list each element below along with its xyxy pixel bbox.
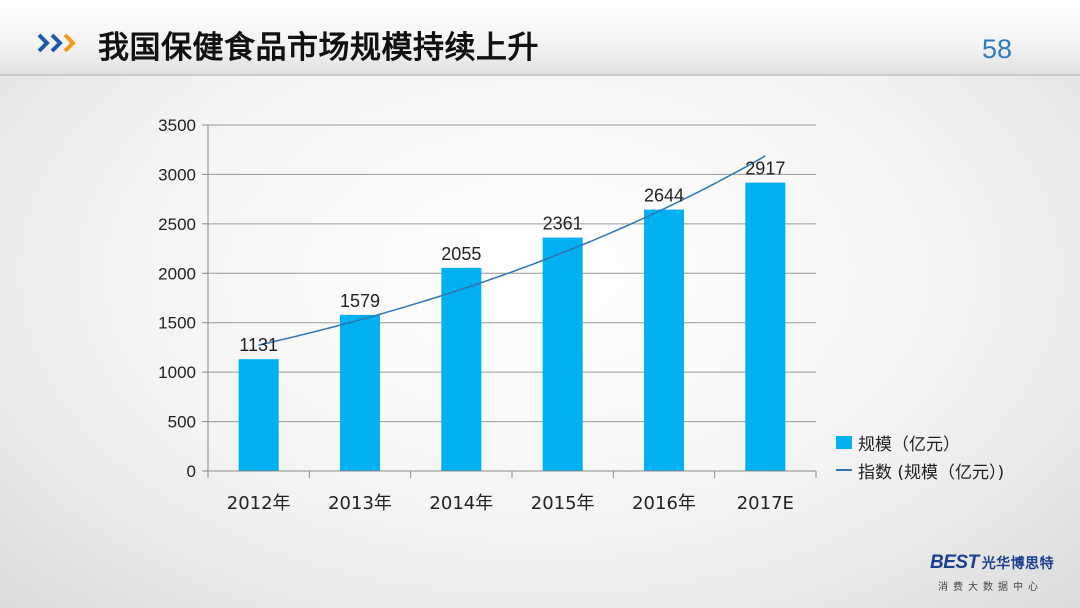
bar [644, 210, 684, 471]
x-tick-label: 2017E [737, 493, 794, 514]
x-tick-label: 2013年 [328, 493, 392, 514]
y-axis-ticks: 0 500 1000 1500 2000 2500 3000 3500 [158, 116, 208, 481]
legend-item-trend: 指数 (规模（亿元）) [836, 456, 1004, 484]
x-tick-label: 2016年 [632, 493, 696, 514]
logo-subtitle: 消费大数据中心 [938, 578, 1070, 593]
logo-name: 光华博思特 [982, 553, 1055, 573]
bar [745, 183, 785, 471]
bar [441, 268, 481, 471]
chart-bars [239, 183, 786, 471]
chart-data-labels: 1131 1579 2055 2361 2644 2917 [239, 159, 785, 356]
data-label: 2055 [441, 244, 481, 264]
y-tick-label: 1500 [158, 314, 196, 333]
y-tick-label: 2500 [158, 215, 196, 234]
y-tick-label: 3500 [158, 116, 196, 135]
bar [239, 359, 279, 471]
data-label: 2361 [543, 214, 583, 234]
data-label: 2917 [745, 159, 785, 179]
y-tick-label: 1000 [158, 363, 196, 382]
legend-bar-swatch [836, 436, 852, 449]
data-label: 1579 [340, 291, 380, 311]
y-tick-label: 0 [187, 462, 196, 481]
legend-line-label: 指数 (规模（亿元）) [858, 458, 1004, 483]
x-tick-label: 2012年 [227, 493, 291, 514]
bar [543, 238, 583, 471]
chart-legend: 规模（亿元） 指数 (规模（亿元）) [836, 428, 1004, 484]
chart-trendline [259, 156, 766, 345]
legend-line-swatch [836, 469, 852, 471]
x-tick-label: 2014年 [429, 493, 493, 514]
bar [340, 315, 380, 471]
legend-item-bars: 规模（亿元） [836, 428, 1004, 456]
y-tick-label: 2000 [158, 264, 196, 283]
x-tick-label: 2015年 [531, 493, 595, 514]
logo-best-mark: BEST [930, 552, 979, 574]
data-label: 1131 [239, 335, 278, 355]
y-tick-label: 3000 [158, 165, 196, 184]
x-axis: 2012年 2013年 2014年 2015年 2016年 2017E [208, 471, 816, 514]
legend-bar-label: 规模（亿元） [858, 430, 960, 455]
trendline [259, 156, 766, 345]
y-tick-label: 500 [168, 413, 196, 432]
chart-gridlines [208, 125, 816, 471]
brand-logo: BEST 光华博思特 消费大数据中心 [930, 552, 1070, 596]
data-label: 2644 [644, 186, 684, 206]
